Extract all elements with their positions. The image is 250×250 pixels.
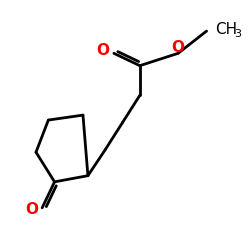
Text: O: O <box>25 202 38 216</box>
Text: O: O <box>96 43 109 58</box>
Text: 3: 3 <box>234 29 241 39</box>
Text: CH: CH <box>215 22 237 37</box>
Text: O: O <box>172 40 185 54</box>
